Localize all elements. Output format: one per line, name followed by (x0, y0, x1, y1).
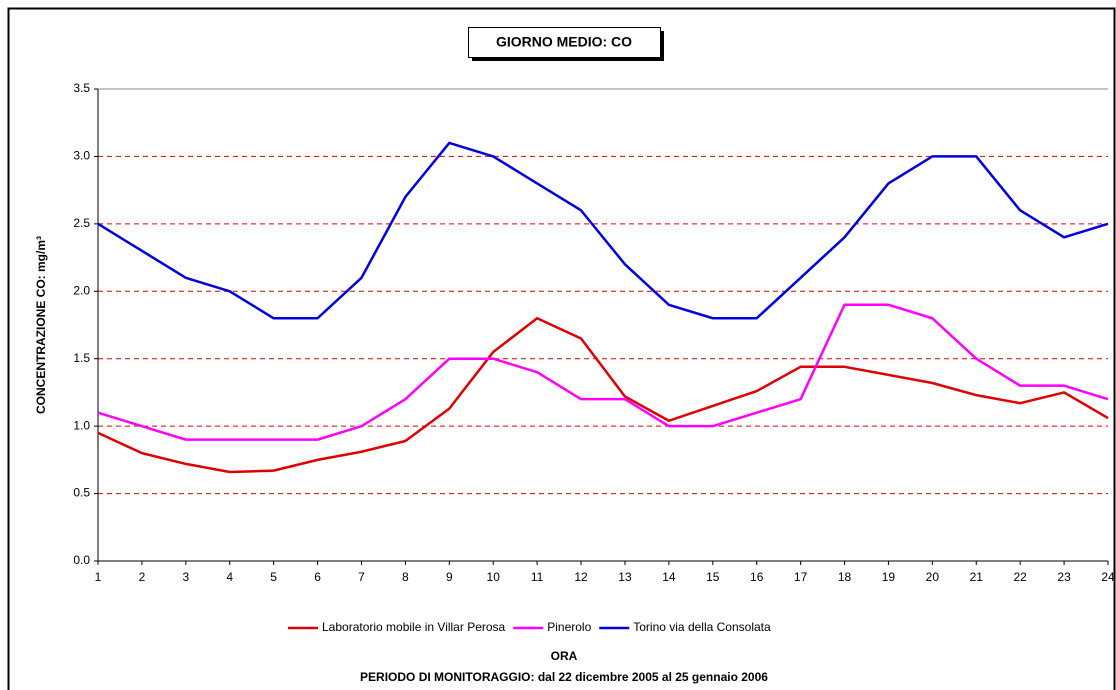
y-tick-label: 2.5 (73, 216, 90, 230)
x-tick-label: 24 (1101, 570, 1115, 584)
series-line (97, 141, 1109, 320)
x-tick-label: 3 (182, 570, 189, 584)
series-line (97, 303, 1109, 441)
y-tick-label: 3.0 (73, 149, 90, 163)
y-tick-label: 0.5 (73, 486, 90, 500)
x-tick-label: 23 (1057, 570, 1071, 584)
x-tick-label: 14 (662, 570, 676, 584)
x-tick-label: 13 (618, 570, 632, 584)
chart-frame (7, 7, 1116, 690)
legend-label: Pinerolo (547, 620, 591, 634)
x-tick-label: 5 (270, 570, 277, 584)
x-tick-label: 19 (882, 570, 896, 584)
x-tick-label: 12 (574, 570, 588, 584)
y-tick-label: 0.0 (73, 553, 90, 567)
x-tick-label: 18 (838, 570, 852, 584)
x-tick-label: 4 (226, 570, 233, 584)
x-tick-label: 7 (358, 570, 365, 584)
chart-title: GIORNO MEDIO: CO (496, 34, 632, 50)
y-tick-label: 2.0 (73, 283, 90, 297)
x-tick-label: 16 (750, 570, 764, 584)
x-tick-label: 17 (794, 570, 808, 584)
x-tick-label: 11 (531, 570, 544, 584)
x-tick-label: 8 (402, 570, 409, 584)
x-tick-label: 10 (487, 570, 501, 584)
x-tick-label: 22 (1013, 570, 1027, 584)
legend-label: Torino via della Consolata (633, 620, 771, 634)
subtitle: PERIODO DI MONITORAGGIO: dal 22 dicembre… (360, 670, 768, 684)
x-tick-label: 9 (446, 570, 453, 584)
x-axis-title: ORA (551, 649, 578, 663)
x-tick-label: 15 (706, 570, 720, 584)
legend-label: Laboratorio mobile in Villar Perosa (322, 620, 506, 634)
y-axis-title: CONCENTRAZIONE CO: mg/m³ (34, 236, 48, 414)
x-tick-label: 6 (314, 570, 321, 584)
y-tick-label: 3.5 (73, 81, 90, 95)
y-tick-label: 1.5 (73, 351, 90, 365)
y-tick-label: 1.0 (73, 418, 90, 432)
series-line (97, 317, 1109, 474)
x-tick-label: 20 (926, 570, 940, 584)
x-tick-label: 2 (139, 570, 146, 584)
x-tick-label: 21 (970, 570, 984, 584)
x-tick-label: 1 (95, 570, 102, 584)
title-box (468, 27, 661, 58)
